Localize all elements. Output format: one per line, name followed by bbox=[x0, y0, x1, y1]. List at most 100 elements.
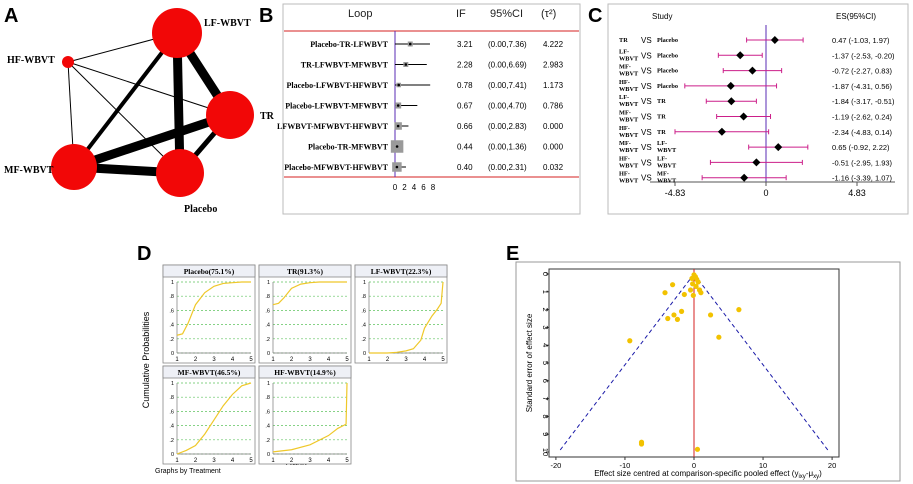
x-tick-label: 1 bbox=[367, 357, 371, 363]
node-lf-wbvt bbox=[152, 8, 202, 58]
point-estimate bbox=[396, 104, 400, 107]
y-tick-label: 0 bbox=[363, 351, 366, 357]
funnel-right-limit bbox=[693, 273, 830, 453]
y-tick-label: .6 bbox=[265, 409, 270, 415]
loop-name: Placebo-LFWBVT-MFWBVT bbox=[285, 102, 388, 111]
node-label-tr: TR bbox=[260, 111, 275, 122]
loop-name: Placebo-MFWBVT-HFWBVT bbox=[284, 163, 388, 172]
y-tick-label: .8 bbox=[265, 294, 270, 300]
node-label-lf: LF-WBVT bbox=[204, 18, 251, 29]
panel-label-b: B bbox=[259, 5, 273, 27]
network-edges bbox=[67, 30, 234, 178]
es-value: -1.16 (-3.39, 1.07) bbox=[832, 174, 893, 183]
ci-value: (0.00,2.31) bbox=[488, 163, 527, 172]
study-point bbox=[689, 275, 695, 282]
x-tick-label: 2 bbox=[386, 357, 390, 363]
y-tick-label: .8 bbox=[169, 395, 174, 401]
y-tick-label: .6 bbox=[169, 409, 174, 415]
y-tick-label: 4 bbox=[541, 343, 550, 347]
study-point bbox=[690, 292, 696, 298]
study-point bbox=[671, 312, 677, 318]
tau-value: 2.983 bbox=[543, 61, 564, 70]
es-value: -1.37 (-2.53, -0.20) bbox=[832, 51, 895, 60]
x-tick-label: 2 bbox=[194, 357, 198, 363]
x-tick-label: 5 bbox=[345, 458, 349, 464]
effect-diamond bbox=[726, 81, 735, 90]
tau-value: 0.032 bbox=[543, 163, 564, 172]
ci-value: (0.00,1.36) bbox=[488, 143, 527, 152]
x-tick-label: 4 bbox=[327, 458, 331, 464]
comparison-second: Placebo bbox=[657, 83, 678, 90]
comparison-first: HF- bbox=[619, 79, 630, 86]
ci-value: (0.00,4.70) bbox=[488, 102, 527, 111]
y-tick-label: .4 bbox=[361, 323, 366, 329]
comparison-first: WBVT bbox=[619, 162, 639, 169]
y-tick-label: .2 bbox=[169, 438, 174, 444]
loop-name: Placebo-LFWBVT-HFWBVT bbox=[287, 81, 389, 90]
comparison-first: LF- bbox=[619, 48, 629, 55]
y-tick-label: .8 bbox=[265, 395, 270, 401]
study-point bbox=[681, 291, 687, 298]
sucra-footer: Graphs by Treatment bbox=[155, 468, 221, 475]
study-point bbox=[695, 279, 701, 285]
effect-diamond bbox=[717, 127, 726, 136]
facet-title-strip bbox=[258, 264, 352, 278]
comparison-first: MF- bbox=[619, 140, 631, 147]
comparison-first: MF- bbox=[619, 110, 631, 117]
effect-diamond bbox=[770, 36, 779, 44]
vs-label: VS bbox=[641, 174, 652, 183]
header-tau: (τ²) bbox=[541, 8, 556, 20]
y-tick-label: 0 bbox=[267, 351, 270, 357]
x-tick-label: 4.83 bbox=[848, 188, 866, 198]
y-tick-label: 2 bbox=[541, 308, 550, 312]
facet-title: HF-WBVT(14.9%) bbox=[274, 368, 336, 377]
facet-frame bbox=[162, 264, 256, 364]
y-tick-label: .8 bbox=[169, 294, 174, 300]
effect-diamond bbox=[740, 173, 749, 182]
comparison-first: WBVT bbox=[619, 132, 639, 139]
edge-lf-mf bbox=[72, 31, 179, 169]
loop-name: TR-LFWBVT-MFWBVT bbox=[301, 61, 389, 70]
y-tick-label: .4 bbox=[169, 323, 174, 329]
y-tick-label: 6 bbox=[541, 379, 550, 383]
comparison-second: TR bbox=[657, 98, 666, 105]
y-tick-label: 1 bbox=[541, 290, 550, 294]
y-tick-label: .8 bbox=[361, 294, 366, 300]
x-tick-label: 1 bbox=[175, 357, 179, 363]
facet-title: TR(91.3%) bbox=[287, 267, 324, 276]
x-tick-label: 5 bbox=[441, 357, 445, 363]
comparison-first: WBVT bbox=[619, 55, 639, 62]
edge-hf-tr bbox=[67, 61, 231, 116]
header-loop: Loop bbox=[348, 8, 372, 20]
comparison-first: WBVT bbox=[619, 178, 639, 185]
y-tick-label: .4 bbox=[265, 424, 270, 430]
node-placebo bbox=[156, 149, 204, 197]
funnel-xlabel: Effect size centred at comparison-specif… bbox=[594, 469, 822, 480]
y-tick-label: 1 bbox=[363, 280, 366, 286]
x-tick-label: 1 bbox=[271, 357, 275, 363]
edge-mf-tr bbox=[72, 110, 232, 172]
tau-value: 4.222 bbox=[543, 40, 564, 49]
if-value: 0.40 bbox=[457, 163, 473, 172]
facet-frame bbox=[258, 264, 352, 364]
tau-value: 1.173 bbox=[543, 81, 564, 90]
comparison-second: LF- bbox=[657, 155, 667, 162]
es-value: 0.65 (-0.92, 2.22) bbox=[832, 143, 890, 152]
facet-title-strip bbox=[162, 365, 256, 379]
header-study: Study bbox=[652, 12, 672, 21]
es-value: -1.87 (-4.31, 0.56) bbox=[832, 82, 893, 91]
x-tick-label: -4.83 bbox=[665, 188, 686, 198]
cumulative-rank-curve bbox=[369, 281, 444, 354]
loop-name: Placebo-TR-LFWBVT bbox=[310, 40, 388, 49]
if-value: 3.21 bbox=[457, 40, 473, 49]
loop-name: Placebo-TR-MFWBVT bbox=[308, 143, 389, 152]
panel-label-e: E bbox=[506, 243, 519, 265]
panel-b: B Loop IF 95%CI (τ²) Placebo-TR-LFWBVT 3.… bbox=[259, 3, 581, 215]
x-tick-label: 2 bbox=[290, 357, 294, 363]
node-hf-wbvt bbox=[62, 56, 74, 68]
y-tick-label: .2 bbox=[361, 337, 366, 343]
y-tick-label: 0 bbox=[267, 452, 270, 458]
vs-label: VS bbox=[641, 97, 652, 106]
node-label-mf: MF-WBVT bbox=[4, 165, 54, 176]
point-estimate bbox=[397, 83, 401, 87]
